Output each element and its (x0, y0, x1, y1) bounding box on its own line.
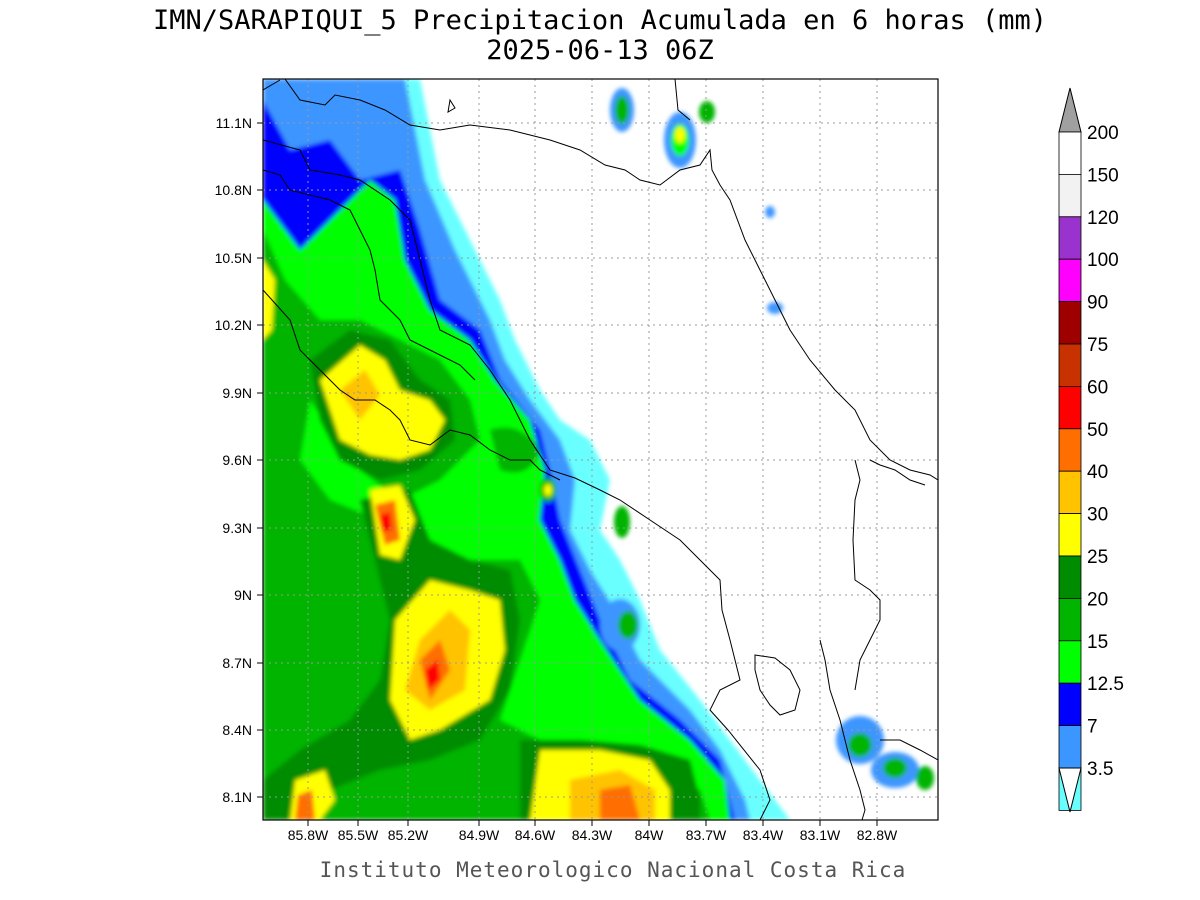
colorbar-label: 200 (1087, 123, 1119, 144)
colorbar-label: 12.5 (1087, 674, 1124, 695)
colorbar-swatch (1058, 131, 1082, 175)
colorbar-label: 20 (1087, 589, 1108, 610)
colorbar-swatch (1058, 258, 1082, 303)
colorbar-swatch (1058, 555, 1082, 599)
colorbar-label: 60 (1087, 377, 1108, 398)
colorbar-label: 40 (1087, 462, 1108, 483)
lat-label: 8.1N (222, 789, 252, 805)
lon-label: 82.8W (857, 827, 898, 843)
lon-label: 84.9W (459, 827, 500, 843)
lat-label: 9.9N (222, 385, 252, 401)
colorbar-swatch (1058, 725, 1082, 769)
map-frame (262, 78, 939, 821)
lon-label: 83.7W (686, 827, 727, 843)
colorbar-swatch (1058, 470, 1082, 515)
colorbar-label: 75 (1087, 335, 1108, 356)
colorbar-swatch (1058, 343, 1082, 387)
footer-credit: Instituto Meteorologico Nacional Costa R… (320, 858, 907, 882)
lat-label: 10.5N (215, 250, 252, 266)
colorbar-label: 100 (1087, 250, 1119, 271)
colorbar-label: 3.5 (1087, 759, 1113, 780)
colorbar-label: 90 (1087, 293, 1108, 314)
lat-axis (257, 122, 263, 798)
lon-label: 83.4W (743, 827, 784, 843)
colorbar-label: 120 (1087, 208, 1119, 229)
lat-label: 9N (234, 587, 252, 603)
colorbar-label: 7 (1087, 717, 1098, 738)
lon-axis (307, 820, 878, 826)
colorbar-label: 25 (1087, 547, 1108, 568)
lon-label: 84.6W (515, 827, 556, 843)
map-title: IMN/SARAPIQUI_5 Precipitacion Acumulada … (153, 5, 1047, 36)
lon-label: 85.2W (388, 827, 429, 843)
lat-label: 8.4N (222, 722, 252, 738)
colorbar-swatch (1058, 513, 1082, 557)
colorbar-label: 150 (1087, 165, 1119, 186)
lat-label: 9.6N (222, 452, 252, 468)
colorbar-swatch (1058, 428, 1082, 472)
colorbar-over-arrow (1058, 87, 1082, 133)
colorbar-label: 15 (1087, 632, 1108, 653)
grid-lines (263, 79, 938, 820)
lat-label: 11.1N (216, 115, 252, 131)
lat-label: 9.3N (222, 520, 252, 536)
lon-label: 83.1W (800, 827, 841, 843)
colorbar-swatch (1058, 173, 1082, 218)
colorbar-swatch (1058, 385, 1082, 430)
lat-label: 8.7N (222, 655, 252, 671)
colorbar-label: 30 (1087, 505, 1108, 526)
colorbar-label: 50 (1087, 420, 1108, 441)
lat-label: 10.8N (215, 182, 252, 198)
colorbar-under-arrow (1058, 767, 1082, 813)
coastline-borders (263, 79, 938, 820)
colorbar-legend: 200 150 120 100 90 75 60 50 40 30 25 20 15 12.5 7 3.5 (1058, 87, 1124, 813)
lat-label: 10.2N (215, 317, 252, 333)
colorbar-swatch (1058, 216, 1082, 260)
colorbar-swatch (1058, 682, 1082, 727)
colorbar-swatch (1058, 301, 1082, 345)
map-panel (263, 79, 938, 820)
colorbar-swatch (1058, 598, 1082, 642)
lon-label: 85.5W (338, 827, 379, 843)
lon-label: 85.8W (288, 827, 329, 843)
lon-label: 84.3W (572, 827, 613, 843)
map-subtitle: 2025-06-13 06Z (486, 35, 714, 66)
colorbar-swatch (1058, 640, 1082, 684)
lon-label: 84W (635, 827, 665, 843)
